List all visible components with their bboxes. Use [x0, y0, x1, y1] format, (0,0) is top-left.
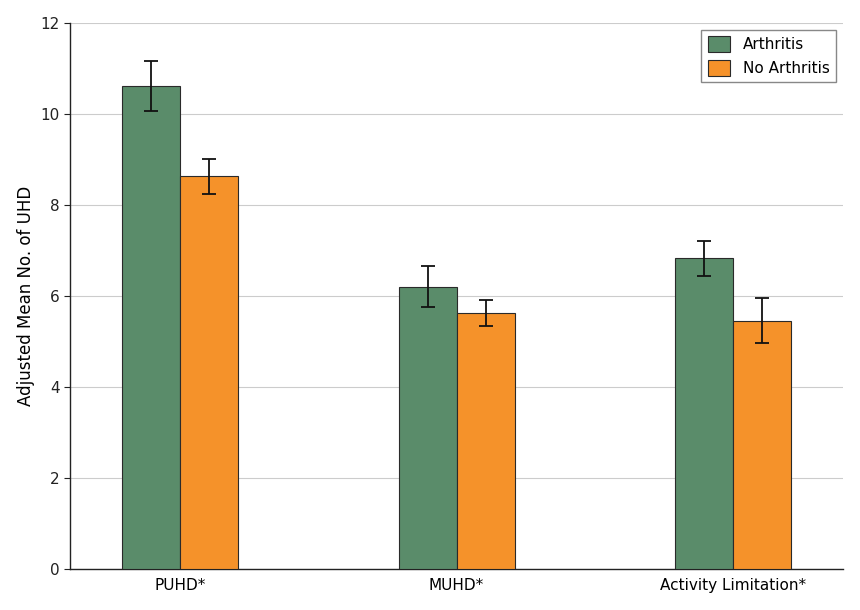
Bar — [457, 313, 514, 569]
Bar — [398, 287, 457, 569]
Bar — [181, 176, 238, 569]
Bar — [675, 258, 733, 569]
Y-axis label: Adjusted Mean No. of UHD: Adjusted Mean No. of UHD — [16, 185, 34, 406]
Legend: Arthritis, No Arthritis: Arthritis, No Arthritis — [702, 30, 836, 82]
Bar — [122, 87, 181, 569]
Bar — [733, 321, 791, 569]
